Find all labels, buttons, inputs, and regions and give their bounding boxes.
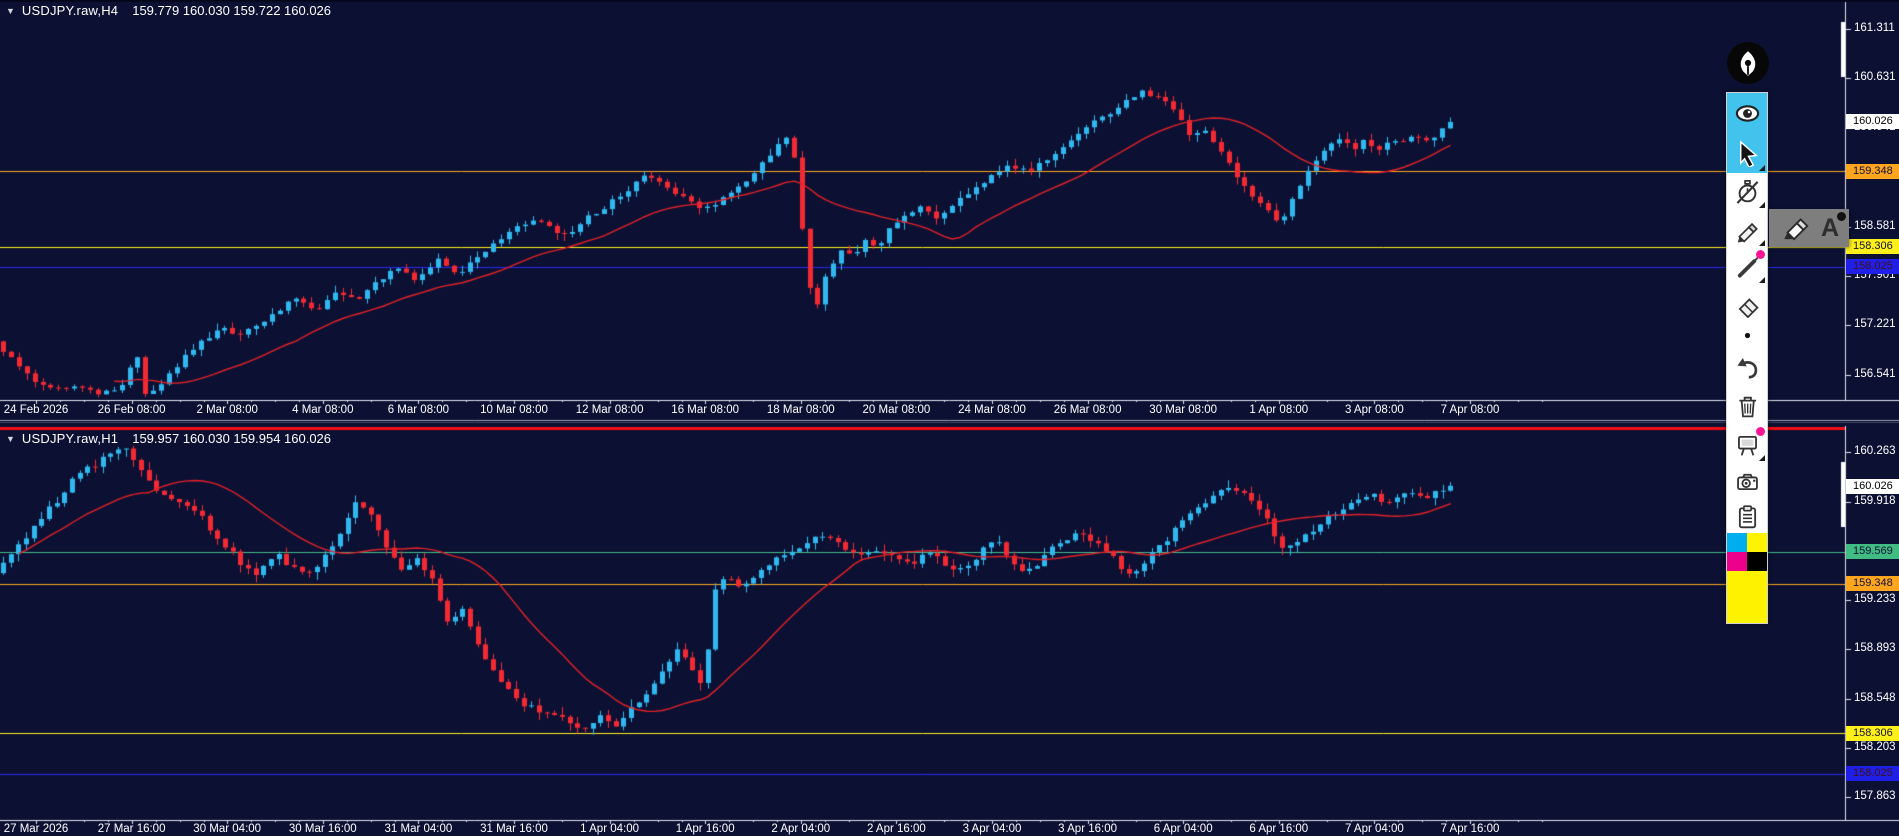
time-axis-label: 6 Mar 08:00 [387, 404, 450, 416]
cursor-tool[interactable] [1727, 133, 1767, 173]
price-axis-label: 161.311 [1854, 21, 1895, 34]
submenu-corner-icon [1759, 202, 1765, 208]
time-axis-label: 1 Apr 08:00 [1249, 404, 1309, 416]
text-tool-color-dot [1837, 211, 1846, 221]
h1-chart-ohlc-values: 159.957 160.030 159.954 160.026 [132, 431, 332, 446]
price-axis-label: 158.548 [1854, 691, 1896, 704]
price-level-badge: 159.348 [1846, 163, 1899, 179]
annotate-flyout-menu: A [1769, 209, 1849, 247]
time-axis-label: 27 Mar 16:00 [97, 823, 166, 835]
delete-tool[interactable] [1727, 387, 1767, 425]
swatch-yellow-large[interactable] [1727, 571, 1767, 623]
price-level-badge: 158.306 [1846, 239, 1899, 255]
time-axis-label: 3 Apr 08:00 [1344, 404, 1404, 416]
time-axis-label: 31 Mar 16:00 [480, 823, 548, 835]
h4-chart-ohlc-values: 159.779 160.030 159.722 160.026 [132, 3, 332, 18]
time-axis-label: 7 Apr 16:00 [1440, 823, 1500, 835]
time-axis-label: 6 Apr 04:00 [1153, 823, 1213, 835]
h1-chart-menu-arrow-icon[interactable]: ▼ [6, 433, 15, 444]
time-axis-label: 3 Apr 04:00 [962, 823, 1022, 835]
price-axis-label: 158.581 [1854, 219, 1896, 232]
price-level-badge: 159.569 [1846, 544, 1899, 560]
submenu-corner-icon [1759, 455, 1765, 461]
board-tool[interactable] [1727, 425, 1767, 463]
time-axis-label: 30 Mar 16:00 [288, 823, 357, 835]
price-level-badge: 159.348 [1846, 576, 1899, 592]
price-level-badge: 158.306 [1846, 725, 1899, 741]
time-axis-label: 18 Mar 08:00 [766, 404, 835, 416]
time-axis-label: 2 Mar 08:00 [196, 404, 258, 416]
time-axis-label: 30 Mar 08:00 [1149, 404, 1218, 416]
time-axis-label: 31 Mar 04:00 [384, 823, 453, 835]
price-axis-label: 158.203 [1854, 741, 1896, 754]
time-axis-label: 7 Apr 04:00 [1344, 823, 1404, 835]
tool-color-dot [1756, 427, 1765, 436]
swatch-cyan[interactable] [1727, 533, 1747, 552]
clipboard-tool[interactable] [1727, 499, 1767, 533]
price-axis-label: 156.541 [1854, 367, 1896, 380]
h1-chart-title-row: ▼ USDJPY.raw,H1 159.957 160.030 159.954 … [6, 431, 331, 446]
line-draw-tool[interactable] [1727, 248, 1767, 285]
price-axis-label: 159.233 [1854, 593, 1896, 606]
price-axis-label: 157.863 [1854, 790, 1896, 802]
time-axis-label: 2 Apr 04:00 [771, 823, 831, 835]
swatch-magenta[interactable] [1727, 552, 1747, 571]
drawing-toolbar-panel [1726, 92, 1768, 624]
undo-tool[interactable] [1727, 347, 1767, 387]
price-axis-label: 160.263 [1854, 445, 1896, 457]
submenu-corner-icon [1759, 277, 1765, 283]
marker-tool[interactable] [1779, 210, 1811, 247]
text-tool[interactable]: A [1820, 211, 1846, 242]
time-axis-label: 24 Mar 08:00 [958, 404, 1026, 416]
price-axis-label: 158.893 [1854, 641, 1896, 654]
time-axis-label: 24 Feb 2026 [3, 404, 69, 416]
h1-chart-symbol-label: USDJPY.raw,H1 [21, 431, 119, 446]
time-axis-label: 1 Apr 04:00 [580, 823, 640, 835]
time-axis-label: 1 Apr 16:00 [675, 823, 735, 835]
time-axis-label: 16 Mar 08:00 [671, 404, 740, 416]
h4-chart-title-row: ▼ USDJPY.raw,H4 159.779 160.030 159.722 … [6, 3, 331, 18]
screenshot-tool[interactable] [1727, 463, 1767, 499]
time-axis-label: 3 Apr 16:00 [1058, 823, 1118, 835]
price-level-badge: 158.025 [1846, 766, 1899, 782]
tool-color-dot [1756, 250, 1765, 259]
h4-chart-menu-arrow-icon[interactable]: ▼ [6, 5, 15, 16]
time-axis-label: 20 Mar 08:00 [862, 404, 931, 416]
price-level-badge: 160.026 [1846, 478, 1899, 494]
time-axis-label: 10 Mar 08:00 [480, 404, 548, 416]
time-axis-label: 2 Apr 16:00 [866, 823, 926, 835]
submenu-corner-icon [1759, 165, 1765, 171]
price-axis-label: 159.918 [1854, 494, 1896, 507]
annotate-tool[interactable] [1727, 210, 1767, 248]
point-tool[interactable] [1727, 323, 1767, 347]
time-axis-label: 4 Mar 08:00 [292, 404, 354, 416]
price-axis-label: 157.221 [1854, 318, 1896, 331]
swatch-yellow[interactable] [1747, 533, 1767, 552]
pen-nib-icon[interactable] [1727, 42, 1769, 84]
time-axis-label: 26 Feb 08:00 [97, 404, 166, 416]
swatch-black[interactable] [1747, 552, 1767, 571]
time-axis-label: 30 Mar 04:00 [193, 823, 262, 835]
time-axis-label: 12 Mar 08:00 [575, 404, 644, 416]
time-axis-label: 7 Apr 08:00 [1440, 404, 1500, 416]
text-tool-label: A [1820, 213, 1839, 242]
time-axis-label: 27 Mar 2026 [3, 823, 69, 835]
timer-off-tool[interactable] [1727, 173, 1767, 210]
eraser-tool[interactable] [1727, 285, 1767, 323]
eye-tool[interactable] [1727, 93, 1767, 133]
time-axis-label: 26 Mar 08:00 [1053, 404, 1122, 416]
price-level-badge: 160.026 [1846, 114, 1899, 130]
time-axis-label: 6 Apr 16:00 [1249, 823, 1309, 835]
submenu-corner-icon [1759, 240, 1765, 246]
h4-chart-symbol-label: USDJPY.raw,H4 [21, 3, 119, 18]
price-axis-label: 160.631 [1854, 70, 1896, 83]
price-level-badge: 158.025 [1846, 259, 1899, 275]
